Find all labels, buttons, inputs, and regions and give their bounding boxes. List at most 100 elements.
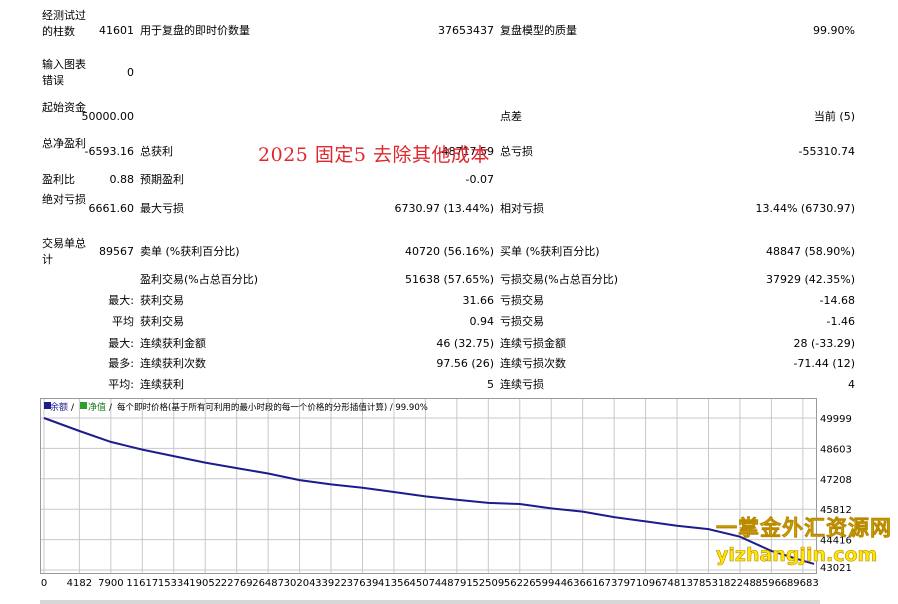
quality-value: 99.90% [813,24,855,37]
most-cons-loss-label: 连续亏损次数 [500,357,566,370]
x-tick-label: 45074 [409,578,442,589]
x-tick-label: 41356 [378,578,410,589]
expected-payoff-value: -0.07 [465,173,494,186]
abs-drawdown-label: 绝对亏损 [42,193,86,206]
profit-factor-value: 0.88 [109,173,135,186]
spread-value: 当前 (5) [813,110,855,123]
largest-win-label: 获利交易 [140,294,184,307]
largest-loss-value: -14.68 [819,294,855,307]
legend-balance: 余额 [50,401,68,413]
watermark: 一掌金外汇资源网 yizhangjin.com [716,512,896,567]
x-tick-label: 89683 [786,578,819,589]
balance-series-line [43,417,815,565]
y-tick-label: 47208 [820,475,852,486]
ticks-value: 37653437 [438,24,494,37]
x-tick-label: 37639 [346,578,379,589]
rel-drawdown-label: 相对亏损 [500,202,544,215]
x-tick-label: 22769 [220,578,253,589]
rel-drawdown-value: 13.44% (6730.97) [755,202,855,215]
max-prefix: 最大: [108,337,134,350]
most-prefix: 最多: [108,357,134,370]
bars-tested-value: 41601 [99,24,134,37]
overlay-annotation: 2025 固定5 去除其他成本 [258,144,491,166]
watermark-url: yizhangjin.com [716,544,878,567]
max-cons-win-value: 46 (32.75) [436,337,494,350]
x-tick-label: 74813 [661,578,693,589]
x-tick-label: 67379 [598,578,631,589]
horizontal-scrollbar[interactable] [40,600,820,604]
most-cons-win-value: 97.56 (26) [436,357,494,370]
x-tick-label: 33922 [315,578,347,589]
deposit-label: 起始资金 [42,101,86,114]
profit-factor-label: 盈利比 [42,173,75,186]
x-tick-label: 4182 [66,578,93,589]
gross-profit-label: 总获利 [140,145,173,158]
x-tick-label: 71096 [629,578,662,589]
avg-win-value: 0.94 [469,315,495,328]
gross-loss-label: 总亏损 [500,145,533,158]
x-tick-label: 63661 [566,578,599,589]
max-cons-loss-label: 连续亏损金额 [500,337,566,350]
watermark-site-name: 一掌金外汇资源网 [716,516,892,541]
avg-loss-label: 亏损交易 [500,315,544,328]
most-cons-win-label: 连续获利次数 [140,357,206,370]
x-tick-label: 26487 [252,578,285,589]
net-profit-label: 总净盈利 [42,137,86,150]
mismatch-label: 输入图表错误 [42,58,86,87]
max-drawdown-label: 最大亏损 [140,202,184,215]
x-tick-label: 48791 [440,578,473,589]
total-trades-value: 89567 [99,245,134,258]
deposit-value: 50000.00 [81,110,135,123]
spread-label: 点差 [500,110,522,123]
win-trades-label: 盈利交易(%占总百分比) [140,273,259,286]
short-trades-value: 40720 (56.16%) [404,245,494,258]
avg-cons-win-value: 5 [487,378,494,391]
gross-profit-value: 48717.59 [441,145,495,158]
mismatch-value: 0 [127,66,134,79]
legend-separator: / [71,403,75,413]
x-tick-label: 59944 [535,578,568,589]
balance-chart-svg: 49999 48603 47208 45812 44416 43021 余额 / 净值 /… [40,398,852,574]
x-tick-label: 19052 [189,578,222,589]
expected-payoff-label: 预期盈利 [140,173,184,186]
max-cons-loss-value: 28 (-33.29) [793,337,855,350]
x-tick-label: 78531 [692,578,725,589]
x-tick-label: 82248 [724,578,756,589]
largest-loss-label: 亏损交易 [500,294,544,307]
bars-tested-label: 经测试过的柱数 [42,9,86,38]
equity-legend-swatch [80,402,87,409]
gross-loss-value: -55310.74 [798,145,855,158]
avg-cons-loss-label: 连续亏损 [500,378,544,391]
largest-win-value: 31.66 [462,294,495,307]
plot-frame [40,398,817,574]
legend-description: 每个即时价格(基于所有可利用的最小时段的每一个价格的分形插值计算) / 99.9… [117,402,428,413]
win-trades-value: 51638 (57.65%) [404,273,494,286]
short-trades-label: 卖单 (%获利百分比) [140,245,240,258]
avg-loss-value: -1.46 [826,315,855,328]
x-axis-labels: 0 4182 7900 11617 15334 19052 22769 26487 30204 3… [40,578,820,594]
avg-cons-prefix: 平均: [108,378,134,391]
net-profit-value: -6593.16 [84,145,134,158]
loss-trades-label: 亏损交易(%占总百分比) [500,273,619,286]
avg-cons-loss-value: 4 [848,378,855,391]
balance-legend-swatch [44,402,51,409]
total-trades-label: 交易单总计 [42,237,86,266]
x-tick-label: 0 [40,578,48,589]
loss-trades-value: 37929 (42.35%) [765,273,855,286]
x-tick-label: 11617 [126,578,159,589]
max-drawdown-value: 6730.97 (13.44%) [394,202,494,215]
y-tick-label: 49999 [820,414,852,425]
x-tick-label: 30204 [283,578,316,589]
long-trades-label: 买单 (%获利百分比) [500,245,600,258]
y-tick-label: 43021 [820,563,852,574]
x-tick-label: 15334 [157,578,190,589]
ticks-label: 用于复盘的即时价数量 [140,24,250,37]
avg-win-label: 获利交易 [140,315,184,328]
y-tick-label: 48603 [820,444,852,455]
avg-cons-win-label: 连续获利 [140,378,184,391]
y-tick-label: 44416 [820,536,852,547]
y-tick-label: 45812 [820,505,852,516]
quality-label: 复盘模型的质量 [500,24,577,37]
x-tick-label: 85966 [755,578,788,589]
legend-separator-2: / [109,403,113,413]
